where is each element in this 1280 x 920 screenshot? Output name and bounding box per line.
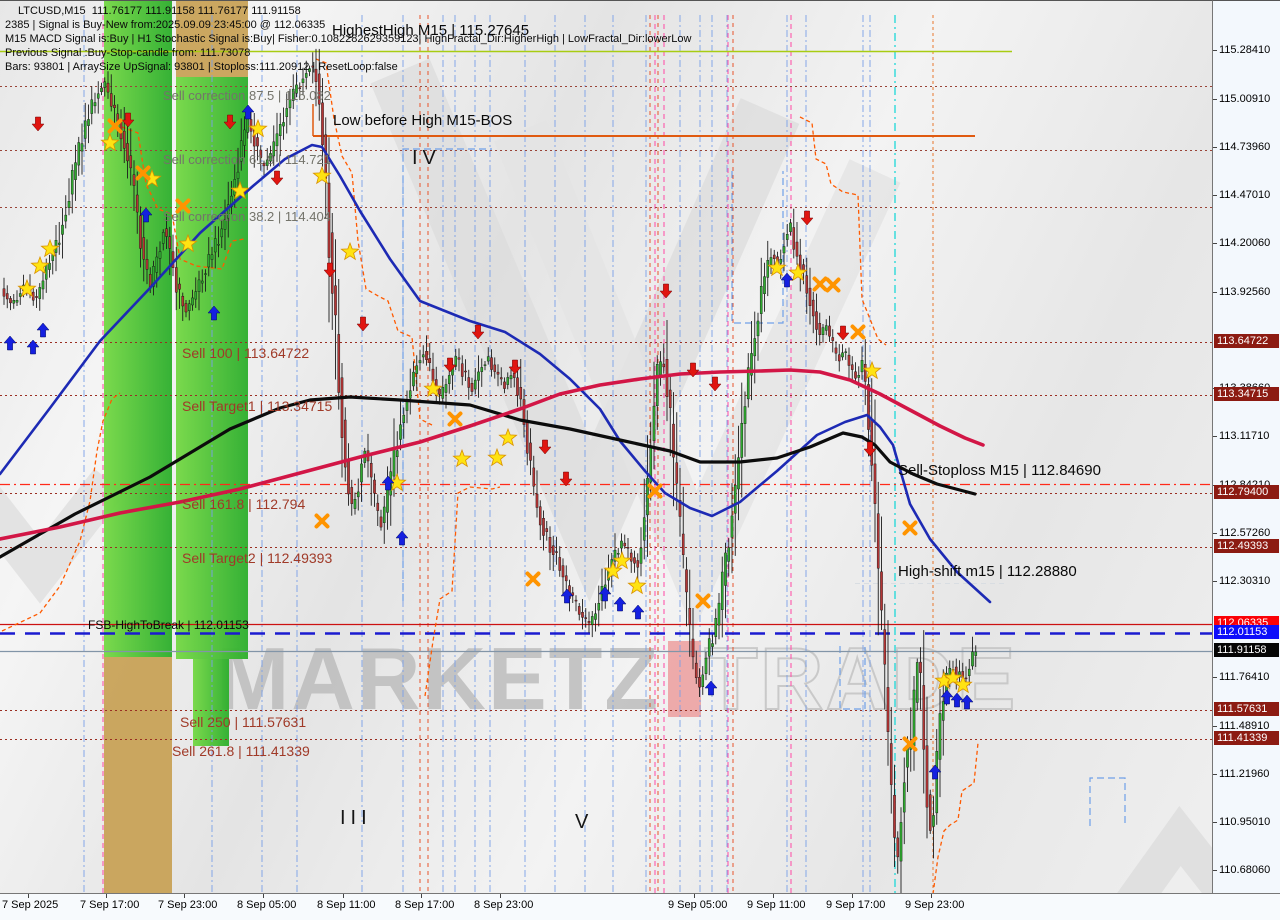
brand-watermark-accent-block	[668, 641, 702, 717]
high-shift-label: High-shift m15 | 112.28880	[898, 563, 1077, 580]
time-tick-mark	[343, 894, 344, 898]
time-tick-label: 9 Sep 11:00	[747, 899, 806, 911]
price-tick-label: 111.21960	[1219, 768, 1270, 780]
price-tick-label: 113.11710	[1219, 430, 1270, 442]
price-tick-mark	[1213, 870, 1217, 871]
time-tick-mark	[28, 894, 29, 898]
price-tick-label: 112.30310	[1219, 575, 1271, 587]
price-tick-mark	[1213, 436, 1217, 437]
bos-label: Low before High M15-BOS	[333, 112, 513, 129]
time-tick-mark	[263, 894, 264, 898]
price-tick-label: 114.73960	[1219, 141, 1271, 153]
price-tick-label: 111.76410	[1219, 671, 1270, 683]
level-label: Sell 250 | 111.57631	[180, 714, 307, 730]
price-tick-mark	[1213, 774, 1217, 775]
level-label: Sell correction 38.2 | 114.404	[163, 209, 331, 224]
level-label: Sell 261.8 | 111.41339	[172, 743, 310, 759]
logo-chevron-watermark	[0, 58, 1212, 893]
bars-stoploss-line: Bars: 93801 | ArraySize UpSignal: 93801 …	[5, 61, 398, 73]
time-axis[interactable]: 7 Sep 2025 7 Sep 17:00 7 Sep 23:00 8 Sep 05…	[0, 893, 1280, 920]
signal-status-line: 2385 | Signal is Buy-New from:2025.09.09…	[5, 19, 326, 31]
level-label: Sell 161.8 | 112.794	[182, 496, 306, 512]
price-badge: 112.79400	[1214, 485, 1279, 499]
price-badge: 112.01153	[1214, 625, 1279, 639]
price-badge: 111.57631	[1214, 702, 1279, 716]
price-tick-mark	[1213, 292, 1217, 293]
ohlc-quote-label: 111.76177 111.91158 111.76177 111.91158	[91, 5, 301, 17]
time-tick-mark	[421, 894, 422, 898]
level-label: Sell Target2 | 112.49393	[182, 550, 333, 566]
time-tick-mark	[694, 894, 695, 898]
price-tick-mark	[1213, 581, 1217, 582]
chart-canvas[interactable]	[0, 1, 1212, 893]
price-tick-mark	[1213, 195, 1217, 196]
price-badge: 111.91158	[1214, 643, 1279, 657]
price-badge: 113.34715	[1214, 387, 1279, 401]
level-label: Sell Target1 | 113.34715	[182, 398, 333, 414]
price-tick-label: 113.92560	[1219, 286, 1271, 298]
price-tick-label: 111.48910	[1219, 720, 1270, 732]
price-axis[interactable]: 115.28410 115.00910 114.73960 114.47010 114.…	[1212, 0, 1280, 893]
fsb-high-to-break-label: FSB-HighToBreak | 112.01153	[88, 618, 249, 632]
price-tick-mark	[1213, 822, 1217, 823]
price-tick-mark	[1213, 99, 1217, 100]
price-tick-label: 115.28410	[1219, 44, 1271, 56]
time-tick-label: 9 Sep 05:00	[668, 899, 728, 911]
chart-info-panel: LTCUSD,M15 111.76177 111.91158 111.76177…	[5, 4, 691, 74]
sell-stoploss-label: Sell-Stoploss M15 | 112.84690	[898, 462, 1101, 479]
price-badge: 113.64722	[1214, 334, 1279, 348]
brand-watermark-left: MARKETZ	[216, 629, 661, 728]
highest-high-label: HighestHigh M15 | 115.27645	[332, 22, 530, 39]
time-tick-mark	[184, 894, 185, 898]
time-tick-label: 8 Sep 17:00	[395, 899, 455, 911]
level-label: Sell 100 | 113.64722	[182, 345, 310, 361]
time-tick-label: 8 Sep 23:00	[474, 899, 534, 911]
price-tick-label: 114.20060	[1219, 237, 1271, 249]
time-tick-mark	[773, 894, 774, 898]
wave-annotation: IV	[412, 147, 441, 169]
price-tick-mark	[1213, 243, 1217, 244]
chart-plot-area[interactable]: MARKETZ TRADE Sell correction 87.5 | 115.…	[0, 0, 1212, 893]
price-tick-label: 114.47010	[1219, 189, 1271, 201]
time-tick-label: 8 Sep 11:00	[317, 899, 376, 911]
price-tick-label: 110.68060	[1219, 864, 1271, 876]
price-tick-label: 110.95010	[1219, 816, 1271, 828]
level-label: Sell correction 87.5 | 115.082	[163, 88, 331, 103]
price-tick-mark	[1213, 147, 1217, 148]
price-tick-label: 115.00910	[1219, 93, 1271, 105]
wave-annotation: V	[575, 811, 594, 833]
price-badge: 111.41339	[1214, 731, 1279, 745]
time-tick-label: 9 Sep 23:00	[905, 899, 965, 911]
indicator-status-line: M15 MACD Signal is:Buy | H1 Stochastic S…	[5, 33, 692, 45]
symbol-period-label: LTCUSD,M15	[18, 5, 86, 17]
price-tick-mark	[1213, 726, 1217, 727]
time-tick-label: 7 Sep 17:00	[80, 899, 140, 911]
time-tick-label: 7 Sep 2025	[2, 899, 59, 911]
price-tick-mark	[1213, 50, 1217, 51]
price-tick-mark	[1213, 677, 1217, 678]
time-tick-mark	[106, 894, 107, 898]
price-tick-label: 112.57260	[1219, 527, 1271, 539]
previous-signal-line: Previous Signal :Buy-Stop-candle from: 1…	[5, 47, 251, 59]
level-label: Sell correction 61.8 | 114.721	[163, 152, 331, 167]
time-tick-mark	[500, 894, 501, 898]
time-tick-label: 8 Sep 05:00	[237, 899, 297, 911]
time-tick-mark	[852, 894, 853, 898]
time-tick-label: 9 Sep 17:00	[826, 899, 886, 911]
wave-annotation: III	[340, 807, 372, 829]
price-tick-mark	[1213, 533, 1217, 534]
time-tick-mark	[931, 894, 932, 898]
time-tick-label: 7 Sep 23:00	[158, 899, 218, 911]
price-badge: 112.49393	[1214, 539, 1279, 553]
